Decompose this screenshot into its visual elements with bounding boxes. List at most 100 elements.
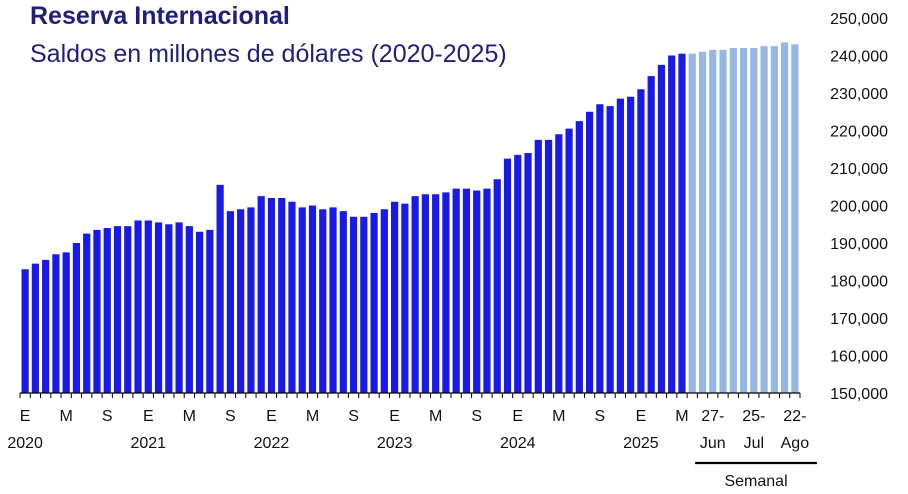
y-tick-label: 150,000 xyxy=(830,386,888,403)
x-tick-label: M xyxy=(60,408,73,425)
x-tick-label: M xyxy=(675,408,688,425)
bar-monthly xyxy=(298,207,306,394)
x-year-label: 2022 xyxy=(254,435,290,452)
bar-monthly xyxy=(349,216,358,393)
labels-group: 150,000 160,000 170,000 180,000 190,000 200,0… xyxy=(7,11,888,490)
x-tick-label: S xyxy=(595,408,606,425)
y-tick-label: 170,000 xyxy=(830,311,888,328)
bar-monthly xyxy=(401,203,409,394)
bar-monthly xyxy=(493,179,501,393)
bar-monthly xyxy=(308,205,317,393)
x-week-label-top: 25- xyxy=(742,408,765,425)
bar-monthly xyxy=(575,121,583,394)
chart-subtitle: Saldos en millones de dólares (2020-2025… xyxy=(30,40,507,68)
bar-monthly xyxy=(21,269,29,393)
y-tick-label: 220,000 xyxy=(830,124,888,141)
bar-weekly xyxy=(739,48,748,393)
x-tick-label: M xyxy=(306,408,319,425)
bar-monthly xyxy=(185,226,193,394)
bar-monthly xyxy=(524,153,532,393)
x-week-label-bottom: Ago xyxy=(781,435,810,452)
bar-monthly xyxy=(113,226,122,394)
bar-weekly xyxy=(750,48,758,393)
bar-monthly xyxy=(31,263,39,394)
x-tick-label: E xyxy=(636,408,647,425)
x-tick-label: E xyxy=(266,408,277,425)
chart-title: Reserva Internacional xyxy=(30,2,290,30)
bar-monthly xyxy=(206,229,214,394)
bar-monthly xyxy=(442,192,450,394)
bar-monthly xyxy=(380,209,388,393)
bar-monthly xyxy=(226,211,234,394)
x-tick-label: S xyxy=(471,408,482,425)
bar-monthly xyxy=(247,207,255,394)
y-tick-label: 210,000 xyxy=(830,161,888,178)
bar-monthly xyxy=(175,222,183,394)
bar-monthly xyxy=(606,106,614,394)
bar-monthly xyxy=(678,53,686,394)
bar-weekly xyxy=(688,53,696,394)
bar-monthly xyxy=(657,64,666,394)
bar-monthly xyxy=(360,216,368,393)
y-tick-label: 160,000 xyxy=(830,349,888,366)
bar-monthly xyxy=(257,196,265,394)
bar-monthly xyxy=(586,111,594,393)
x-week-label-bottom: Jul xyxy=(744,435,764,452)
x-week-label-top: 22- xyxy=(783,408,806,425)
x-tick-label: M xyxy=(552,408,565,425)
axes-group xyxy=(19,392,817,465)
bar-weekly xyxy=(760,46,768,394)
bar-monthly xyxy=(154,222,163,394)
bar-monthly xyxy=(134,220,142,393)
x-year-label: 2025 xyxy=(623,435,659,452)
bar-monthly xyxy=(627,96,635,393)
bar-monthly xyxy=(319,209,327,393)
bars-group xyxy=(21,42,799,394)
bar-monthly xyxy=(421,194,429,393)
bar-monthly xyxy=(514,154,522,394)
x-year-label: 2021 xyxy=(130,435,166,452)
bar-monthly xyxy=(565,128,573,394)
x-week-label-top: 27- xyxy=(701,408,724,425)
bar-monthly xyxy=(432,194,440,393)
bar-monthly xyxy=(483,188,491,393)
y-tick-label: 230,000 xyxy=(830,86,888,103)
x-tick-label: S xyxy=(225,408,236,425)
bar-monthly xyxy=(391,201,399,393)
x-year-label: 2023 xyxy=(377,435,413,452)
bar-weekly xyxy=(719,49,727,394)
bar-monthly xyxy=(165,224,173,393)
x-week-label-bottom: Jun xyxy=(700,435,726,452)
bar-monthly xyxy=(288,201,296,393)
bar-monthly xyxy=(196,231,204,393)
bar-monthly xyxy=(596,104,604,393)
bar-monthly xyxy=(473,190,481,393)
bar-weekly xyxy=(781,42,789,394)
y-tick-label: 250,000 xyxy=(830,11,888,28)
bar-monthly xyxy=(144,220,152,393)
y-tick-label: 180,000 xyxy=(830,274,888,291)
bar-monthly xyxy=(52,254,60,393)
bar-monthly xyxy=(647,76,655,394)
bar-monthly xyxy=(267,198,276,393)
bar-monthly xyxy=(329,207,337,394)
bar-monthly xyxy=(370,213,378,393)
bar-monthly xyxy=(616,98,624,394)
bar-monthly xyxy=(544,139,553,393)
bar-monthly xyxy=(62,252,70,394)
x-tick-label: M xyxy=(183,408,196,425)
bar-weekly xyxy=(729,48,737,393)
weekly-section-label: Semanal xyxy=(724,473,787,490)
x-tick-label: E xyxy=(512,408,523,425)
bar-monthly xyxy=(503,158,512,394)
y-tick-label: 200,000 xyxy=(830,199,888,216)
bar-monthly xyxy=(534,139,542,393)
bar-monthly xyxy=(83,233,91,394)
bar-monthly xyxy=(93,229,101,394)
bar-monthly xyxy=(42,259,50,394)
bar-monthly xyxy=(103,228,111,393)
bar-monthly xyxy=(637,89,645,393)
bar-weekly xyxy=(709,49,717,394)
x-year-label: 2020 xyxy=(7,435,43,452)
